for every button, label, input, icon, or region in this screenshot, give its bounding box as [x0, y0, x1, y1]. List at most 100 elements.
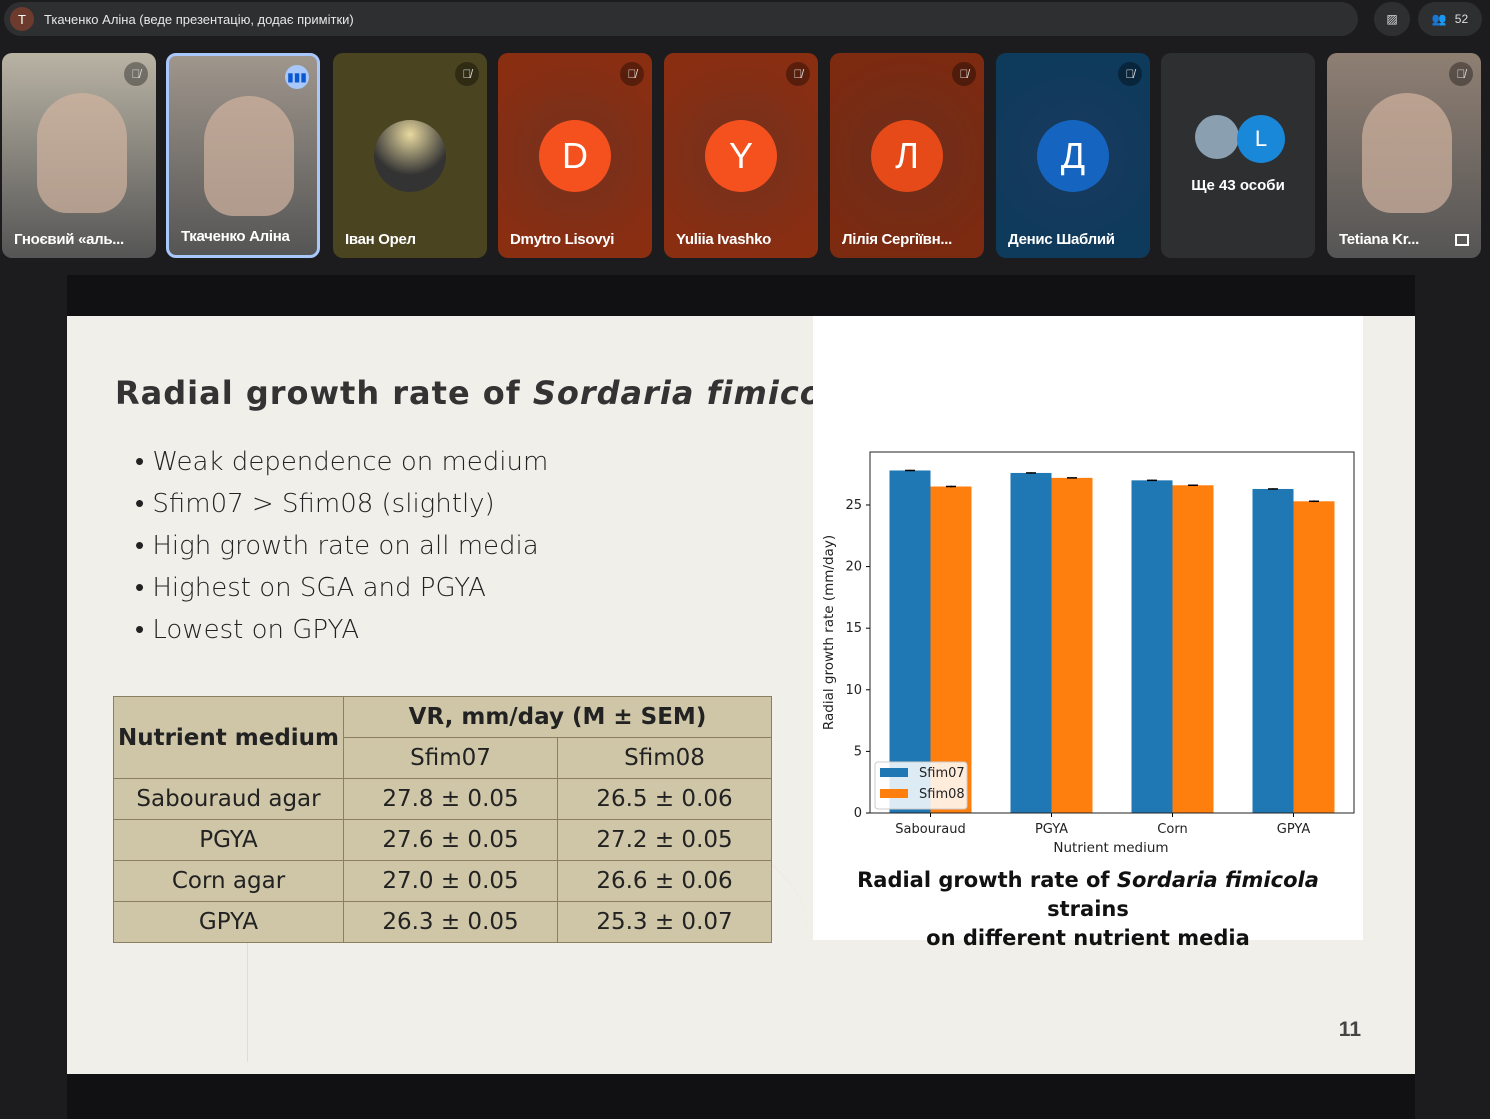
header-group: VR, mm/day (M ± SEM) [343, 696, 772, 738]
mic-off-icon: 🎙̸ [620, 62, 644, 86]
participant-name: Іван Орел [345, 231, 416, 248]
participant-avatar: Л [871, 120, 943, 192]
participants-button[interactable]: 👥 52 [1418, 2, 1482, 36]
mic-off-icon: 🎙̸ [1449, 62, 1473, 86]
table-row: PGYA 27.6 ± 0.05 27.2 ± 0.05 [113, 819, 772, 861]
page-number: 11 [1338, 1018, 1361, 1041]
slide: Radial growth rate of Sordaria fimicola … [67, 316, 1415, 1074]
bar [1293, 501, 1335, 813]
table-cell: 27.8 ± 0.05 [343, 778, 558, 820]
video-feed [1362, 93, 1452, 213]
x-tick-label: GPYA [1277, 822, 1311, 837]
presenter-bar: T Ткаченко Аліна (веде презентацію, дода… [4, 2, 1358, 36]
caption-text: strains [1047, 897, 1129, 921]
table-row: GPYA 26.3 ± 0.05 25.3 ± 0.07 [113, 901, 772, 943]
video-feed [204, 96, 294, 216]
bullet: Sfim07 > Sfim08 (slightly) [135, 488, 548, 530]
participant-tile[interactable]: Іван Орел 🎙̸ [333, 53, 487, 258]
participant-name: Ткаченко Аліна [181, 228, 290, 245]
bullet: Highest on SGA and PGYA [135, 572, 548, 614]
legend-swatch [880, 789, 908, 798]
participant-name: Гноєвий «аль... [14, 231, 124, 248]
participant-name: Tetiana Kr... [1339, 231, 1420, 248]
y-tick-label: 25 [845, 498, 862, 513]
participant-avatar [1195, 115, 1239, 159]
caption-text: on different nutrient media [926, 926, 1250, 950]
header-sfim07: Sfim07 [343, 737, 558, 779]
mic-off-icon: 🎙̸ [455, 62, 479, 86]
layout-button[interactable]: ▨ [1374, 2, 1410, 36]
participant-tile[interactable]: Д Денис Шаблий 🎙̸ [996, 53, 1150, 258]
table-cell: 27.2 ± 0.05 [557, 819, 772, 861]
mic-off-icon: 🎙̸ [124, 62, 148, 86]
participant-avatar [374, 120, 446, 192]
participant-tile[interactable]: Ткаченко Аліна ▮▮▮ [166, 53, 320, 258]
pip-icon[interactable] [1455, 234, 1469, 246]
title-species: Sordaria fimicola [532, 374, 858, 412]
caption-text: Radial growth rate of [857, 868, 1117, 892]
participant-count: 52 [1454, 12, 1469, 26]
table-cell: Corn agar [113, 860, 344, 902]
participant-name: Dmytro Lisovyi [510, 231, 615, 248]
bar [1131, 480, 1173, 813]
results-table: Nutrient medium VR, mm/day (M ± SEM) Sfim… [113, 696, 772, 943]
title-text: Radial growth rate of [115, 374, 533, 412]
header-medium: Nutrient medium [113, 696, 344, 779]
bar-chart: Sabouraud PGYA Corn GPYA 0 5 10 15 20 25 Nutrient … [821, 451, 1355, 856]
header-sfim08: Sfim08 [557, 737, 772, 779]
participant-tile[interactable]: L Ще 43 особи [1161, 53, 1315, 258]
table-cell: 26.3 ± 0.05 [343, 901, 558, 943]
table-cell: 25.3 ± 0.07 [557, 901, 772, 943]
no-layout-icon: ▨ [1386, 12, 1398, 26]
bullet: Weak dependence on medium [135, 446, 548, 488]
y-tick-label: 20 [845, 560, 862, 575]
y-axis-label: Radial growth rate (mm/day) [821, 535, 837, 730]
y-tick-label: 10 [845, 683, 862, 698]
legend-label: Sfim07 [919, 766, 965, 781]
participant-avatar: L [1237, 115, 1285, 163]
video-feed [37, 93, 127, 213]
slide-title: Radial growth rate of Sordaria fimicola [115, 374, 857, 412]
mic-off-icon: 🎙̸ [786, 62, 810, 86]
legend-swatch [880, 768, 908, 777]
speaking-icon: ▮▮▮ [285, 65, 309, 89]
participant-avatar: Y [705, 120, 777, 192]
bullet: High growth rate on all media [135, 530, 548, 572]
participant-avatar: Д [1037, 120, 1109, 192]
x-tick-label: Corn [1157, 822, 1187, 837]
table-row: Corn agar 27.0 ± 0.05 26.6 ± 0.06 [113, 860, 772, 902]
bar [1010, 472, 1052, 813]
x-axis-label: Nutrient medium [1053, 840, 1168, 856]
participant-tile[interactable]: Tetiana Kr... 🎙̸ [1327, 53, 1481, 258]
bar [930, 486, 972, 813]
y-tick-label: 0 [854, 806, 862, 821]
x-tick-label: PGYA [1035, 822, 1068, 837]
legend-label: Sfim08 [919, 787, 965, 802]
bar [889, 470, 931, 813]
participant-name: Yuliia Ivashko [676, 231, 772, 248]
bullet: Lowest on GPYA [135, 614, 548, 656]
table-cell: Sabouraud agar [113, 778, 344, 820]
people-icon: 👥 [1431, 12, 1447, 26]
participant-tile[interactable]: Л Лілія Сергіївн... 🎙̸ [830, 53, 984, 258]
x-tick-label: Sabouraud [895, 822, 965, 837]
participant-name: Денис Шаблий [1008, 231, 1115, 248]
bar [1172, 485, 1214, 813]
table-cell: 26.6 ± 0.06 [557, 860, 772, 902]
participant-tile[interactable]: Гноєвий «аль... 🎙̸ [2, 53, 156, 258]
y-tick-label: 5 [854, 744, 862, 759]
presenter-avatar: T [10, 7, 34, 31]
participant-tile[interactable]: D Dmytro Lisovyi 🎙̸ [498, 53, 652, 258]
table-cell: GPYA [113, 901, 344, 943]
participant-avatar: D [539, 120, 611, 192]
participant-name: Лілія Сергіївн... [842, 231, 952, 248]
bullet-list: Weak dependence on medium Sfim07 > Sfim0… [135, 446, 548, 656]
caption-species: Sordaria fimicola [1116, 868, 1319, 892]
presenter-label: Ткаченко Аліна (веде презентацію, додає … [44, 11, 354, 27]
table-cell: 26.5 ± 0.06 [557, 778, 772, 820]
table-cell: PGYA [113, 819, 344, 861]
y-tick-label: 15 [845, 621, 862, 636]
table-row: Sabouraud agar 27.8 ± 0.05 26.5 ± 0.06 [113, 778, 772, 820]
bar [1252, 488, 1294, 813]
participant-tile[interactable]: Y Yuliia Ivashko 🎙̸ [664, 53, 818, 258]
